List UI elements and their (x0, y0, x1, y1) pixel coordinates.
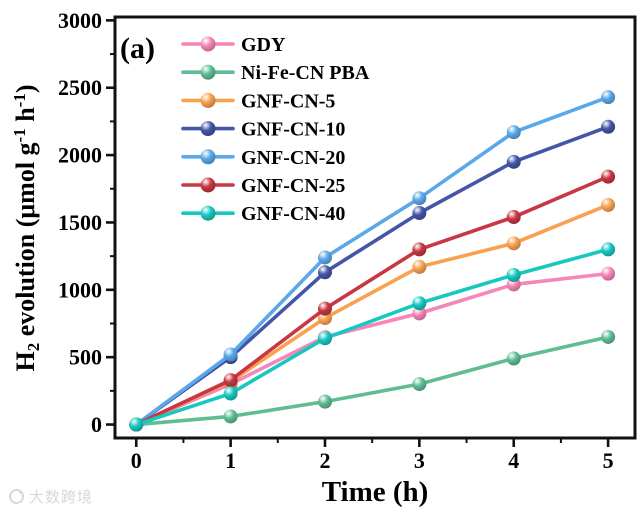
series-marker-GNF-CN-10 (601, 119, 616, 134)
series-marker-GNF-CN-25 (223, 373, 238, 388)
series-marker-GNF-CN-20 (601, 90, 616, 105)
y-tick-label: 3000 (58, 8, 102, 33)
series-marker-GNF-CN-40 (129, 417, 144, 432)
series-marker-GNF-CN-10 (412, 206, 427, 221)
legend-marker-GNF-CN-10 (200, 121, 216, 137)
series-marker-GNF-CN-10 (506, 154, 521, 169)
series-line-GNF-CN-20 (134, 95, 610, 427)
series-marker-Ni-Fe-CN PBA (412, 377, 427, 392)
series-marker-GNF-CN-25 (601, 169, 616, 184)
series-marker-GNF-CN-40 (317, 331, 332, 346)
series-marker-GNF-CN-25 (506, 210, 521, 225)
series-marker-GNF-CN-25 (317, 301, 332, 316)
series-line-Ni-Fe-CN PBA (134, 335, 610, 427)
series-marker-Ni-Fe-CN PBA (601, 329, 616, 344)
series-marker-Ni-Fe-CN PBA (223, 409, 238, 424)
series-line-GNF-CN-25 (134, 174, 610, 427)
x-tick-label: 1 (225, 448, 236, 473)
series-marker-GNF-CN-5 (412, 259, 427, 274)
series-line-GNF-CN-40 (134, 247, 610, 427)
legend-label-GNF-CN-10: GNF-CN-10 (241, 119, 345, 141)
y-tick-label: 500 (69, 345, 102, 370)
series-marker-GNF-CN-20 (317, 250, 332, 265)
series-marker-GNF-CN-20 (412, 191, 427, 206)
y-axis-title: H2 evolution (μmol g-1 h-1) (10, 84, 43, 371)
series-marker-GNF-CN-40 (412, 296, 427, 311)
legend-label-GNF-CN-5: GNF-CN-5 (241, 90, 335, 112)
watermark-text: 大数跨境 (29, 488, 94, 506)
plot-frame (113, 15, 637, 440)
series-marker-GNF-CN-10 (317, 265, 332, 280)
series-marker-GNF-CN-5 (601, 197, 616, 212)
x-tick-label: 5 (603, 448, 614, 473)
y-tick-label: 1000 (58, 277, 102, 302)
legend-marker-GNF-CN-25 (200, 177, 216, 193)
legend-label-GNF-CN-40: GNF-CN-40 (241, 203, 345, 225)
series-line-GDY (134, 271, 610, 427)
legend-marker-GNF-CN-5 (200, 92, 216, 108)
x-axis-title: Time (h) (322, 476, 429, 508)
legend-label-GNF-CN-20: GNF-CN-20 (241, 147, 345, 169)
series-marker-Ni-Fe-CN PBA (317, 394, 332, 409)
legend-marker-GNF-CN-40 (200, 205, 216, 221)
y-tick-label: 2000 (58, 143, 102, 168)
y-tick-label: 2500 (58, 75, 102, 100)
series-marker-GNF-CN-40 (506, 267, 521, 282)
x-tick-label: 3 (414, 448, 425, 473)
x-tick-label: 0 (131, 448, 142, 473)
watermark: 大数跨境 (8, 486, 93, 507)
x-tick-label: 4 (508, 448, 519, 473)
series-marker-Ni-Fe-CN PBA (506, 351, 521, 366)
series-line-GNF-CN-10 (134, 124, 610, 427)
legend-label-Ni-Fe-CN PBA: Ni-Fe-CN PBA (241, 62, 370, 84)
y-tick-label: 1500 (58, 210, 102, 235)
series-marker-GNF-CN-40 (223, 386, 238, 401)
legend-label-GDY: GDY (241, 34, 286, 56)
series-marker-GNF-CN-20 (506, 125, 521, 140)
series-marker-GNF-CN-20 (223, 347, 238, 362)
legend-label-GNF-CN-25: GNF-CN-25 (241, 175, 345, 197)
watermark-logo-icon (9, 489, 24, 504)
legend-marker-Ni-Fe-CN PBA (200, 64, 216, 80)
legend-marker-GDY (200, 36, 216, 52)
series-marker-GDY (412, 306, 427, 321)
series-marker-GNF-CN-25 (412, 242, 427, 257)
series-marker-GNF-CN-5 (506, 236, 521, 251)
y-tick-label: 0 (91, 412, 102, 437)
series-marker-GDY (601, 266, 616, 281)
x-tick-label: 2 (319, 448, 330, 473)
series-marker-GNF-CN-40 (601, 242, 616, 257)
legend-marker-GNF-CN-20 (200, 149, 216, 165)
panel-label: (a) (120, 32, 155, 65)
